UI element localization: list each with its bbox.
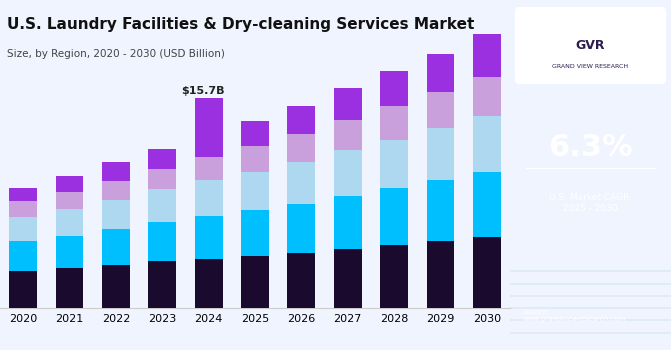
Bar [380,188,408,245]
Bar [148,261,176,308]
Bar [241,210,269,256]
Bar [148,169,176,189]
Bar [380,71,408,106]
Bar [9,188,37,201]
Text: 6.3%: 6.3% [548,133,633,161]
Bar [287,162,315,204]
Bar [473,77,501,116]
Bar [241,256,269,308]
Bar [333,120,362,150]
Bar [380,245,408,308]
Bar [473,116,501,172]
Bar [9,271,37,308]
FancyBboxPatch shape [515,7,666,84]
Bar [380,106,408,140]
Bar [427,241,454,308]
Bar [333,150,362,196]
Bar [9,201,37,217]
Text: Source:
www.grandviewresearch.com: Source: www.grandviewresearch.com [523,308,626,322]
Bar [102,229,130,265]
Bar [9,241,37,271]
Bar [195,98,223,157]
Bar [333,249,362,308]
Bar [102,162,130,181]
Bar [333,196,362,249]
Bar [287,134,315,162]
Bar [102,200,130,229]
Bar [427,54,454,91]
Bar [195,216,223,259]
Bar [56,268,83,308]
Bar [195,180,223,216]
Bar [287,204,315,253]
Bar [333,88,362,120]
Bar [9,217,37,241]
Legend: Northeast, Southwest, Midwest, West, Southeast: Northeast, Southwest, Midwest, West, Sou… [69,348,390,350]
Bar [427,91,454,128]
Bar [380,140,408,188]
Bar [56,209,83,236]
Bar [195,259,223,308]
Text: GVR: GVR [576,39,605,52]
Bar [241,121,269,146]
Text: U.S. Laundry Facilities & Dry-cleaning Services Market: U.S. Laundry Facilities & Dry-cleaning S… [7,18,474,33]
Bar [148,149,176,169]
Bar [287,106,315,134]
Bar [427,180,454,241]
Text: U.S. Market CAGR,
2025 - 2030: U.S. Market CAGR, 2025 - 2030 [549,193,632,213]
Bar [241,172,269,210]
Bar [473,34,501,77]
Bar [473,237,501,308]
Text: Size, by Region, 2020 - 2030 (USD Billion): Size, by Region, 2020 - 2030 (USD Billio… [7,49,225,59]
Text: GRAND VIEW RESEARCH: GRAND VIEW RESEARCH [552,64,629,69]
Bar [473,172,501,237]
Bar [148,189,176,223]
Bar [102,181,130,200]
Bar [287,253,315,308]
Text: $15.7B: $15.7B [180,86,224,96]
Bar [56,192,83,209]
Bar [56,176,83,192]
Bar [427,128,454,180]
Bar [241,146,269,172]
Bar [56,236,83,268]
Bar [195,157,223,180]
Bar [148,223,176,261]
Bar [102,265,130,308]
